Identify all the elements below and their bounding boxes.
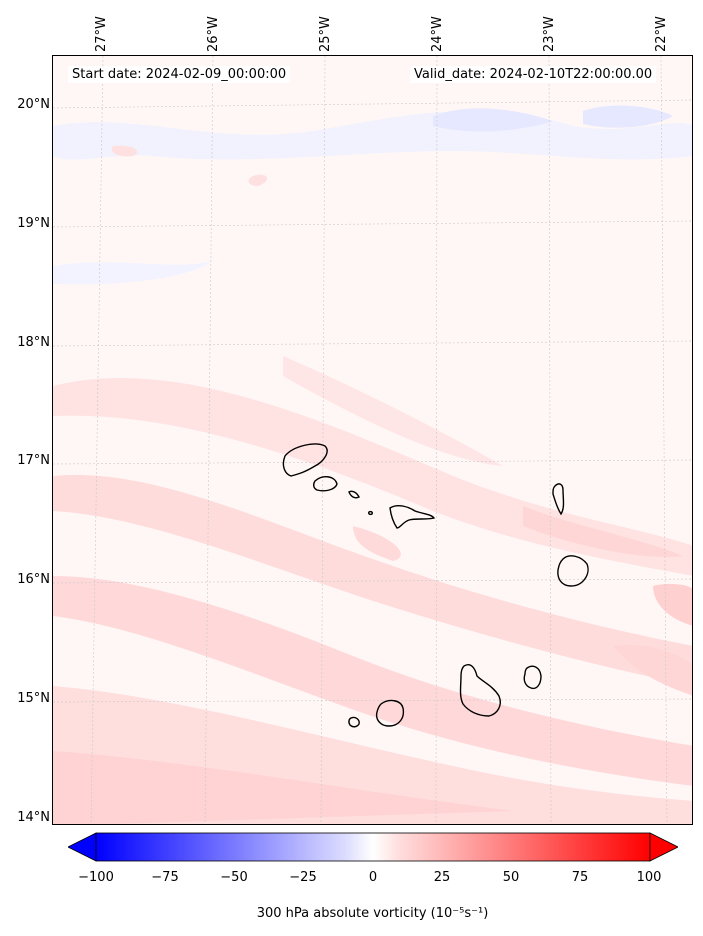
island-santa-luzia: [348, 490, 360, 499]
island-boa-vista: [557, 555, 589, 587]
coastlines: [282, 443, 589, 728]
island-maio: [523, 665, 542, 690]
island-sao-vicente: [312, 476, 338, 492]
island-santo-antao: [282, 443, 328, 477]
colorbar-gradient: [95, 832, 651, 862]
colorbar-tick: 0: [368, 870, 378, 885]
colorbar-label: 300 hPa absolute vorticity (10⁻⁵s⁻¹): [256, 906, 489, 921]
colorbar-tick: 75: [571, 870, 589, 885]
colorbar-tick: 100: [636, 870, 662, 885]
start-date-label: Start date: 2024-02-09_00:00:00: [68, 66, 291, 83]
island-brava: [348, 716, 360, 728]
lon-label-25: 25°W: [318, 16, 333, 52]
lon-label-27: 27°W: [94, 16, 109, 52]
vorticity-field: [53, 56, 692, 824]
lat-label-19: 19°N: [17, 216, 50, 231]
colorbar-extend-high: [649, 832, 678, 862]
valid-date-label: Valid_date: 2024-02-10T22:00:00.00: [410, 66, 657, 83]
lat-label-14: 14°N: [17, 810, 50, 825]
colorbar-tick: −75: [151, 870, 179, 885]
lon-label-23: 23°W: [542, 16, 557, 52]
island-sao-nicolau-main: [389, 504, 436, 529]
island-santiago: [459, 664, 501, 717]
map-panel: [52, 55, 693, 825]
colorbar-tick: −25: [289, 870, 317, 885]
island-fogo: [375, 699, 405, 727]
island-sao-nicolau: [368, 510, 373, 516]
lat-label-18: 18°N: [17, 335, 50, 350]
colorbar-tick: 25: [433, 870, 451, 885]
colorbar-tick: −100: [78, 870, 114, 885]
lat-label-20: 20°N: [17, 97, 50, 112]
island-sal: [552, 483, 565, 516]
colorbar-tick: 50: [502, 870, 520, 885]
colorbar: [68, 832, 678, 862]
lat-label-15: 15°N: [17, 691, 50, 706]
lat-label-17: 17°N: [17, 453, 50, 468]
graticule: [53, 56, 692, 824]
lon-label-24: 24°W: [430, 16, 445, 52]
lon-label-26: 26°W: [206, 16, 221, 52]
colorbar-tick: −50: [220, 870, 248, 885]
lon-label-22: 22°W: [654, 16, 669, 52]
lat-label-16: 16°N: [17, 572, 50, 587]
colorbar-extend-low: [68, 832, 97, 862]
vorticity-shading: [53, 105, 692, 824]
